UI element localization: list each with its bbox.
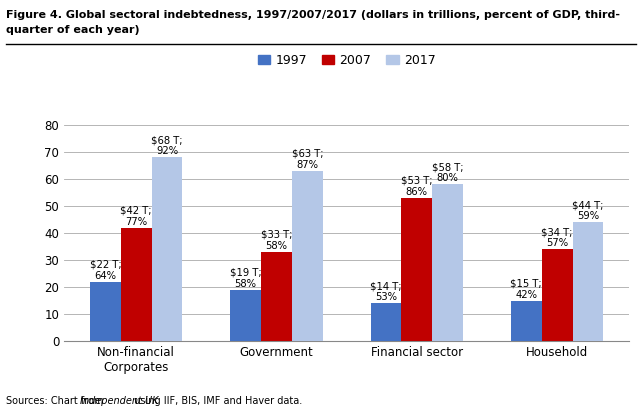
Text: $22 T;
64%: $22 T; 64% — [89, 260, 121, 281]
Text: using IIF, BIS, IMF and Haver data.: using IIF, BIS, IMF and Haver data. — [131, 396, 302, 406]
Text: $42 T;
77%: $42 T; 77% — [121, 206, 152, 227]
Text: $63 T;
87%: $63 T; 87% — [291, 149, 323, 170]
Text: $14 T;
53%: $14 T; 53% — [370, 281, 402, 302]
Bar — [432, 184, 463, 341]
Text: $44 T;
59%: $44 T; 59% — [573, 200, 603, 221]
Text: $19 T;
58%: $19 T; 58% — [230, 268, 261, 289]
Text: $34 T;
57%: $34 T; 57% — [541, 227, 573, 248]
Bar — [292, 171, 323, 341]
Bar — [401, 198, 432, 341]
Text: $33 T;
58%: $33 T; 58% — [261, 230, 292, 251]
Bar — [511, 300, 542, 341]
Text: quarter of each year): quarter of each year) — [6, 25, 140, 35]
Bar — [573, 222, 603, 341]
Legend: 1997, 2007, 2017: 1997, 2007, 2017 — [253, 49, 440, 72]
Bar — [121, 228, 152, 341]
Bar — [152, 157, 182, 341]
Bar — [261, 252, 292, 341]
Text: Independent UK: Independent UK — [80, 396, 158, 406]
Bar — [542, 249, 573, 341]
Text: Sources: Chart from: Sources: Chart from — [6, 396, 107, 406]
Text: $53 T;
86%: $53 T; 86% — [401, 176, 433, 197]
Text: $15 T;
42%: $15 T; 42% — [510, 279, 542, 300]
Bar — [370, 303, 401, 341]
Text: Figure 4. Global sectoral indebtedness, 1997/2007/2017 (dollars in trillions, pe: Figure 4. Global sectoral indebtedness, … — [6, 10, 620, 20]
Text: $68 T;
92%: $68 T; 92% — [152, 135, 183, 156]
Bar — [90, 282, 121, 341]
Text: $58 T;
80%: $58 T; 80% — [432, 162, 464, 183]
Bar — [230, 290, 261, 341]
